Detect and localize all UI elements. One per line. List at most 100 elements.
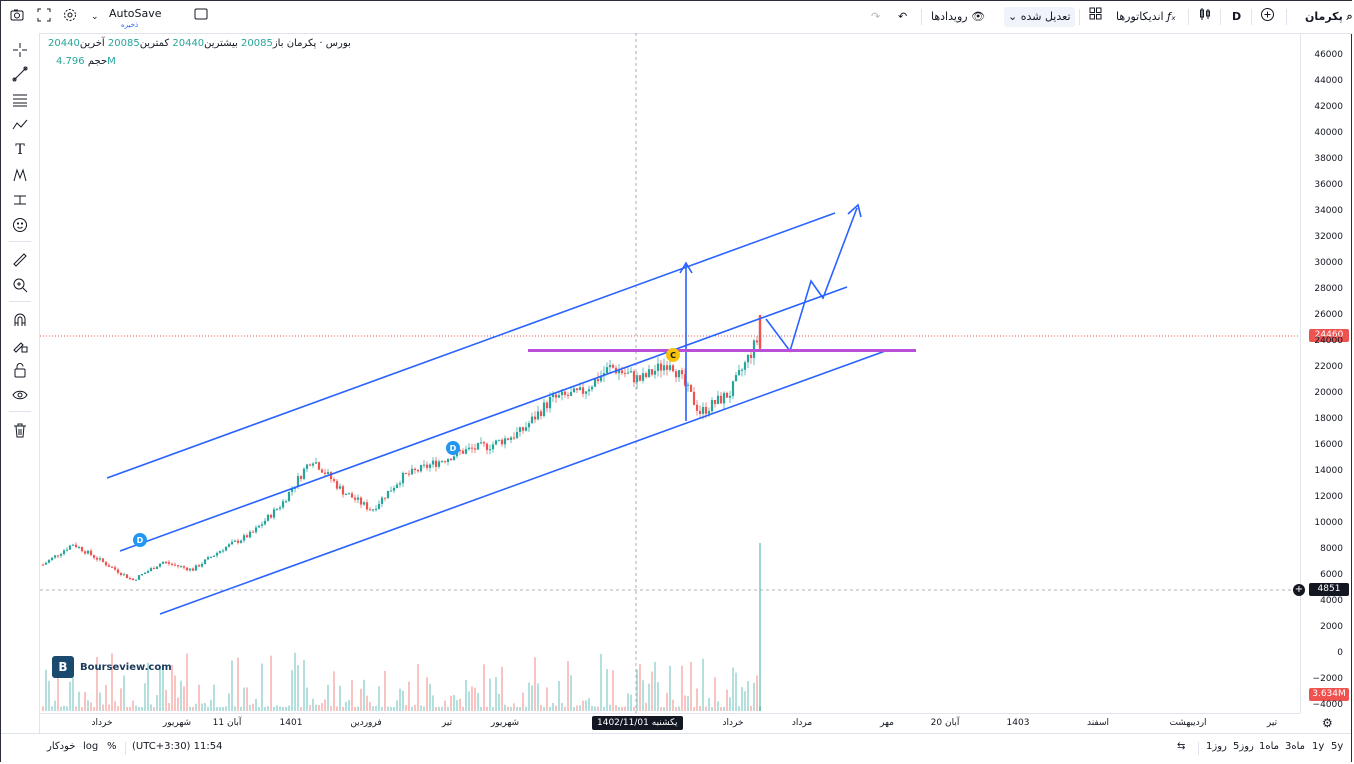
zoom-in-icon[interactable] <box>11 276 29 294</box>
range-1y[interactable]: 1y <box>1312 741 1325 752</box>
price-chart[interactable]: D D C <box>40 33 1300 713</box>
axis-settings-icon[interactable]: ⚙ <box>1322 716 1333 730</box>
channel-upper-line[interactable] <box>106 212 836 479</box>
volume-bar <box>384 670 386 711</box>
range-1d[interactable]: 1روز <box>1206 741 1227 752</box>
legend-symbol: بورس · پکرمان <box>286 38 351 49</box>
magnet-icon[interactable] <box>11 311 29 329</box>
high-label: بیشترین <box>204 38 238 49</box>
lock-icon[interactable] <box>11 361 29 379</box>
support-line[interactable] <box>528 349 916 352</box>
price-axis-label: 26000 <box>1314 310 1343 320</box>
volume-bar <box>282 706 284 711</box>
fib-levels-icon[interactable] <box>11 91 29 109</box>
range-1m[interactable]: 1ماه <box>1259 741 1280 752</box>
lock-drawing-icon[interactable] <box>11 336 29 354</box>
volume-bar <box>342 706 344 711</box>
range-5d[interactable]: 5روز <box>1233 741 1254 752</box>
pattern-icon[interactable] <box>11 116 29 134</box>
candle-body <box>314 462 318 464</box>
timezone-button[interactable]: (UTC+3:30) 11:54 <box>132 741 223 752</box>
volume-bar <box>246 687 248 711</box>
channel-middle-line[interactable] <box>119 286 848 552</box>
redo-icon[interactable]: ↷ <box>871 10 881 23</box>
volume-bar <box>141 706 143 711</box>
measure-range-icon[interactable] <box>11 191 29 209</box>
volume-bar <box>663 706 665 711</box>
visibility-icon[interactable] <box>11 386 29 404</box>
candle-body <box>194 565 198 571</box>
add-alert-icon[interactable]: + <box>1293 584 1305 596</box>
crosshair-icon[interactable] <box>11 41 29 59</box>
candle-body <box>356 497 360 500</box>
candle-body <box>704 406 708 414</box>
log-scale-button[interactable]: log <box>83 741 99 752</box>
volume-bar <box>132 700 134 711</box>
percent-scale-button[interactable]: % <box>107 741 117 752</box>
volume-bar <box>477 692 479 711</box>
window-icon[interactable] <box>194 7 208 27</box>
undo-icon[interactable]: ↶ <box>898 10 908 23</box>
volume-bar <box>207 706 209 711</box>
candle-body <box>89 550 93 556</box>
chevron-down-icon[interactable]: ⌄ <box>91 12 99 22</box>
time-axis[interactable]: خرداد شهریور 11 آبان 1401 فروردین تیر شهریور خر… <box>40 713 1300 734</box>
dividend-marker[interactable]: D <box>446 441 460 455</box>
volume-bar <box>462 706 464 711</box>
volume-bar <box>264 706 266 711</box>
candle-body <box>353 497 357 500</box>
text-icon[interactable]: T <box>15 142 25 158</box>
emoji-icon[interactable] <box>11 216 29 234</box>
date-range-icon[interactable]: ⇆ <box>1177 741 1186 752</box>
volume-bar <box>486 706 488 711</box>
candle-body <box>98 558 102 560</box>
events-button[interactable]: رویدادها 👁 <box>931 7 985 27</box>
camera-icon[interactable] <box>9 7 25 27</box>
auto-scale-button[interactable]: خودکار <box>47 741 76 752</box>
candle-body <box>320 469 324 473</box>
volume-bar <box>237 657 239 711</box>
candle-body <box>680 370 684 375</box>
candle-body <box>395 484 399 488</box>
volume-bar <box>399 688 401 711</box>
volume-bar <box>309 705 311 711</box>
trash-icon[interactable] <box>11 421 29 439</box>
prediction-icon[interactable] <box>11 166 29 184</box>
candle-body <box>227 544 231 547</box>
indicators-button[interactable]: اندیکاتورها ƒₓ <box>1116 7 1176 27</box>
fullscreen-icon[interactable] <box>36 7 52 27</box>
volume-bar <box>672 699 674 711</box>
capital-increase-marker[interactable]: C <box>666 348 680 362</box>
candle-body <box>248 531 252 538</box>
channel-lower-line[interactable] <box>159 349 889 615</box>
volume-bar <box>387 706 389 711</box>
autosave-label[interactable]: AutoSave <box>109 7 162 20</box>
volume-bar <box>435 706 437 711</box>
open-value: 20085 <box>241 38 273 49</box>
symbol-name: پکرمان <box>1305 10 1343 23</box>
candle-body <box>299 476 303 479</box>
trendline-icon[interactable] <box>11 65 29 83</box>
ruler-icon[interactable] <box>11 251 29 269</box>
channel-drawing[interactable] <box>106 203 889 615</box>
dividend-marker[interactable]: D <box>133 533 147 547</box>
candle-body <box>428 464 432 468</box>
candles-icon[interactable] <box>1198 7 1212 27</box>
volume-bar <box>648 683 650 711</box>
forecast-path[interactable] <box>765 207 858 353</box>
layout-icon[interactable] <box>1089 7 1102 27</box>
price-axis[interactable]: 24460 4851 3.634M 46000 44000 42000 40000 38… <box>1300 33 1353 713</box>
plus-circle-icon[interactable] <box>1260 7 1275 27</box>
range-3m[interactable]: 3ماه <box>1285 741 1306 752</box>
range-5y[interactable]: 5y <box>1331 741 1344 752</box>
volume-bar <box>405 705 407 711</box>
candle-body <box>176 565 180 567</box>
volume-bar <box>657 682 659 711</box>
settings-icon[interactable] <box>62 7 78 27</box>
symbol-search[interactable]: پکرمان ⌕ <box>1305 7 1353 27</box>
interval-button[interactable]: D <box>1232 10 1242 23</box>
candle-body <box>266 514 270 521</box>
volume-bar <box>630 694 632 711</box>
adjust-dropdown[interactable]: ⌄ تعدیل شده <box>1004 7 1075 27</box>
volume-bar <box>498 693 500 711</box>
